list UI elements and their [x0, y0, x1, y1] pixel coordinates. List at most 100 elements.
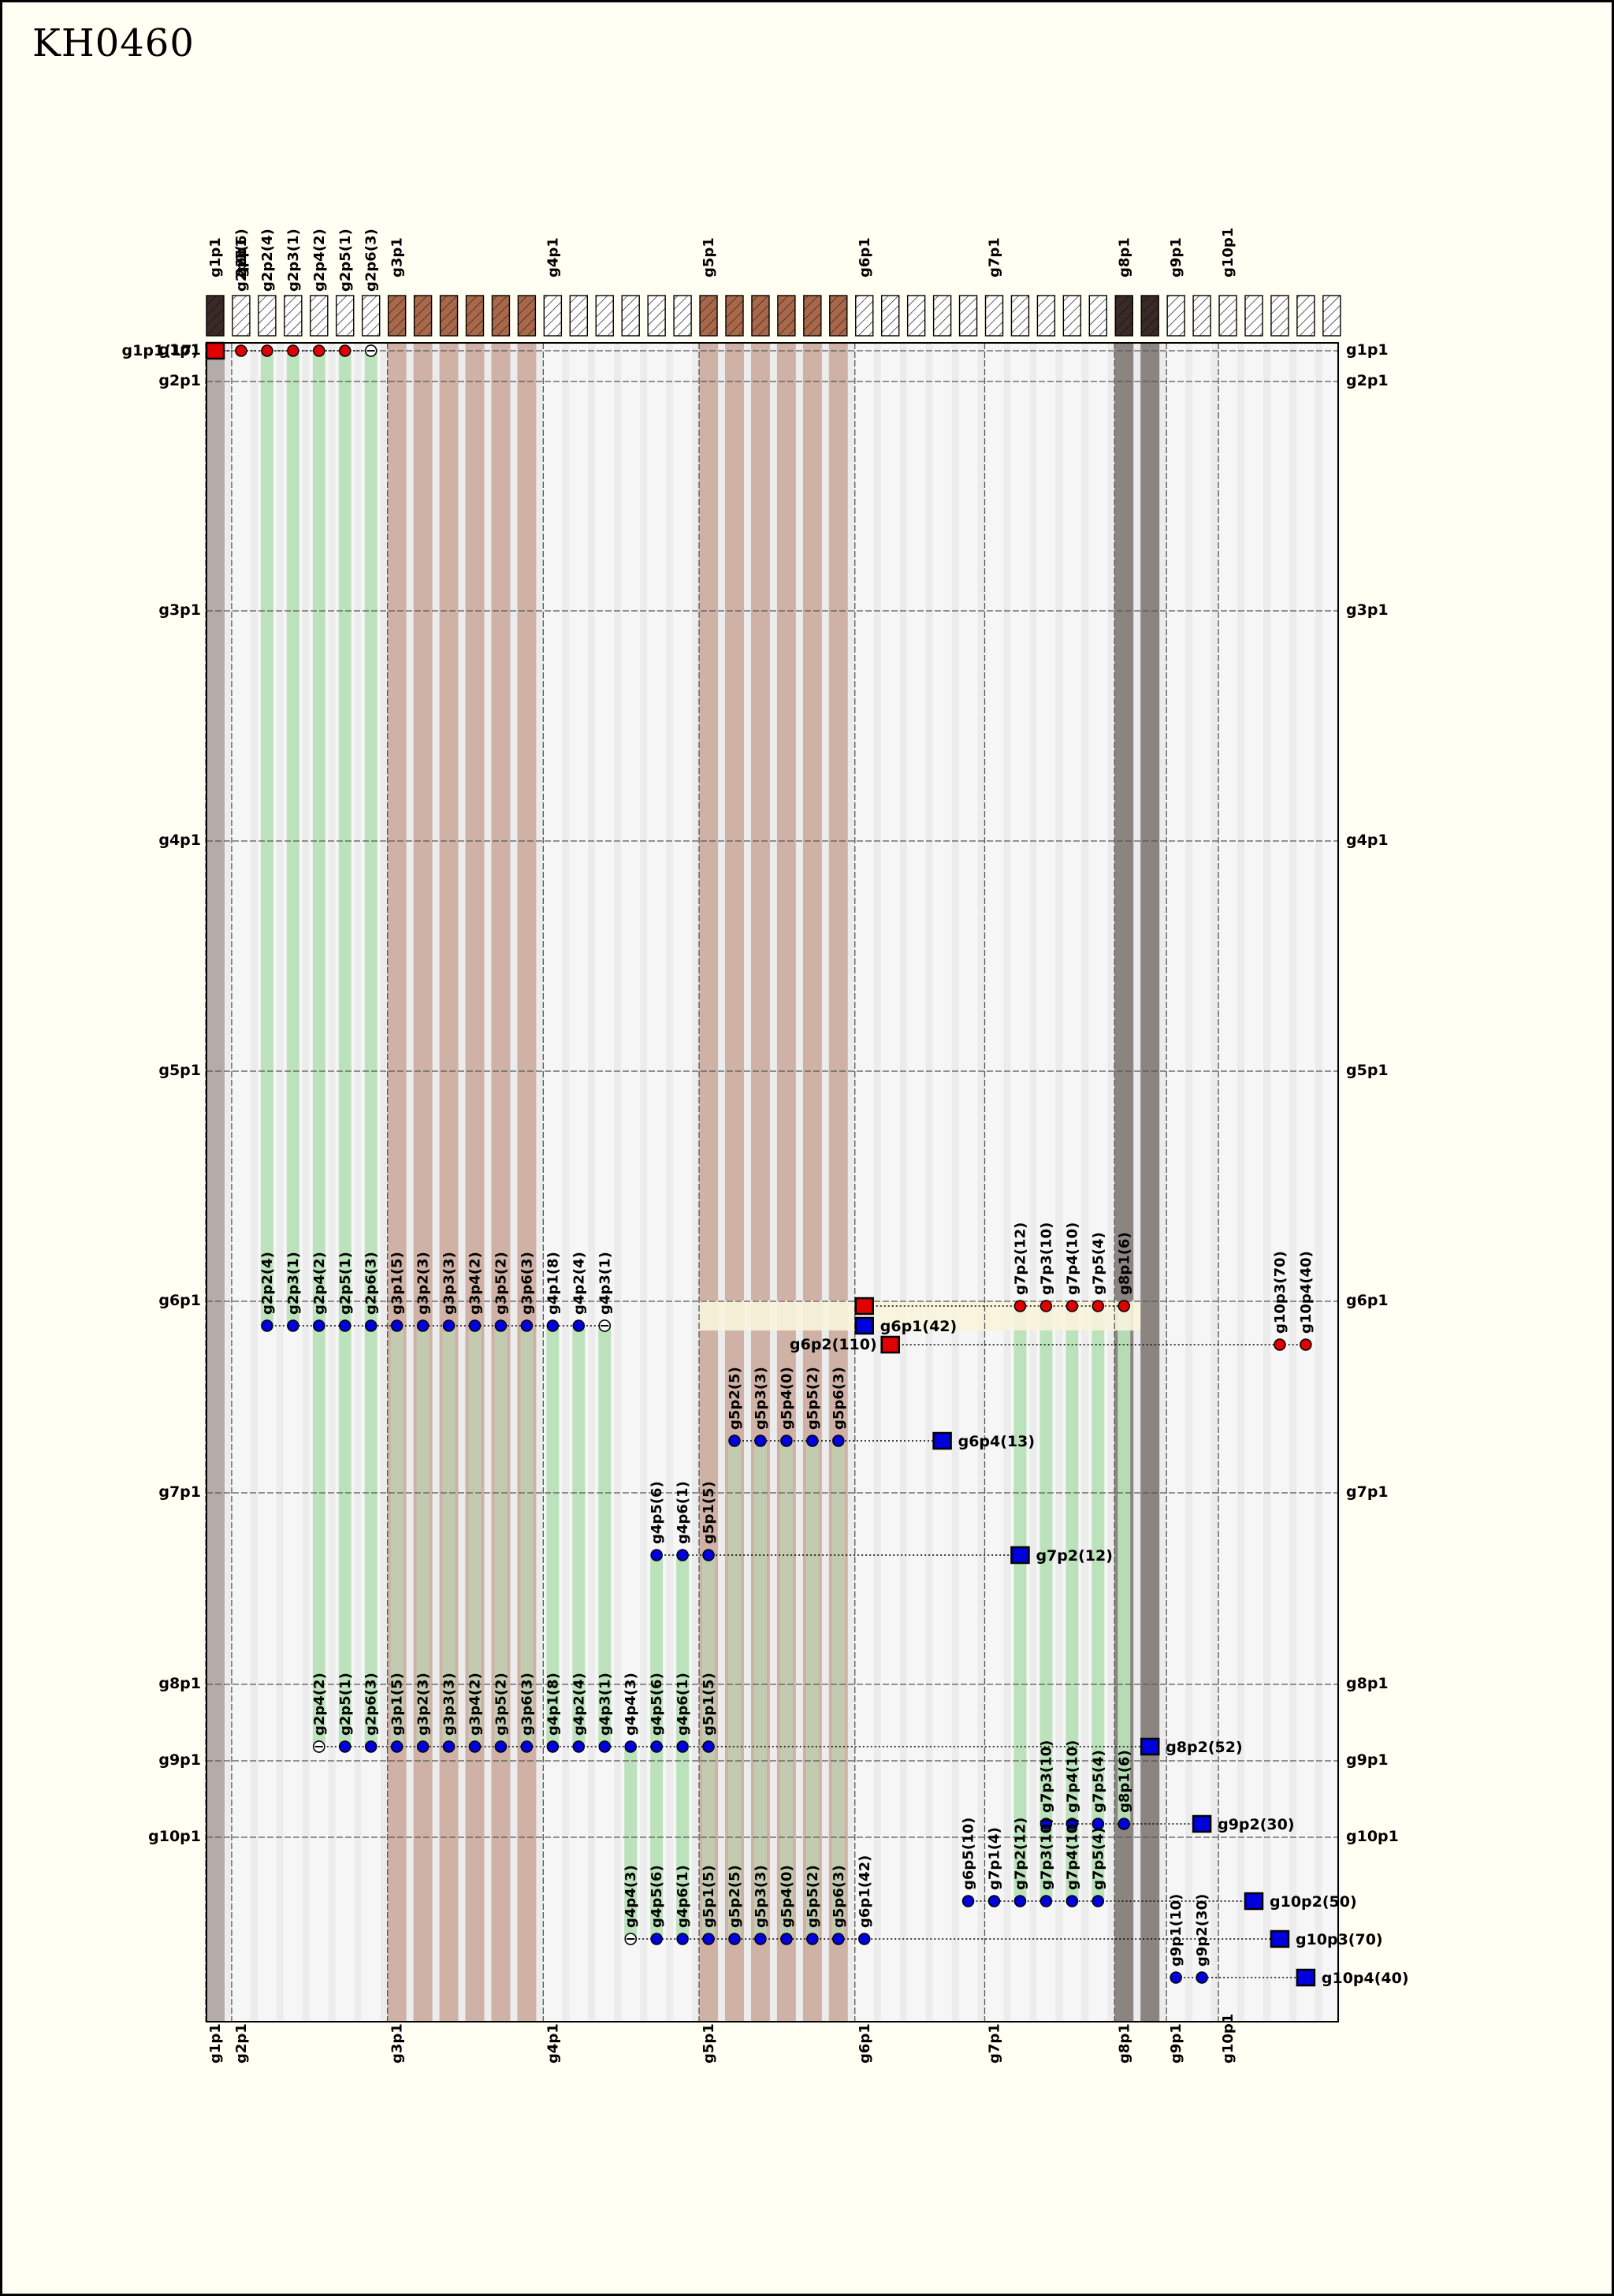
row-label-right: g3p1: [1346, 601, 1389, 619]
header-hatch: [933, 296, 951, 336]
header-hatch: [1141, 296, 1159, 336]
header-hatch: [829, 296, 847, 336]
contact-label: g7p2(12): [1012, 1818, 1028, 1890]
row-label-left: g9p1: [158, 1751, 201, 1769]
column-label-top: g10p1: [1220, 228, 1237, 277]
column-label-top: g5p1: [701, 237, 717, 277]
column-band: [1244, 343, 1263, 2022]
contact-dot: [546, 1740, 560, 1753]
contact-dot: [1274, 1338, 1286, 1351]
contact-dot: [339, 344, 351, 357]
column-band: [854, 343, 874, 2022]
contact-label: g5p1(5): [701, 1865, 717, 1928]
row-label-left: g8p1: [158, 1675, 201, 1692]
contact-dot: [494, 1740, 508, 1753]
contact-dot: [650, 1740, 663, 1753]
column-label-top: g6p1: [857, 237, 873, 277]
contact-dot: [1039, 1818, 1053, 1830]
contact-dot: [235, 344, 247, 357]
contact-dot: [261, 1319, 273, 1332]
header-hatch: [1037, 296, 1055, 336]
column-label-top: g2p1(6): [233, 229, 250, 292]
header-hatch: [751, 296, 769, 336]
contact-label: g7p5(4): [1090, 1827, 1106, 1890]
contact-band: [442, 1326, 456, 1747]
contact-dot: [624, 1740, 637, 1753]
header-hatch: [777, 296, 795, 336]
contact-label: g5p5(2): [805, 1865, 821, 1928]
header-hatch: [622, 296, 640, 336]
contact-dot: [442, 1740, 456, 1753]
contact-band: [364, 353, 377, 1747]
column-label-bottom: g9p1: [1168, 2023, 1184, 2063]
column-label-bottom: g4p1: [545, 2023, 561, 2063]
marker-square: [1270, 1929, 1290, 1948]
column-band: [465, 343, 485, 2022]
contact-band: [831, 1441, 845, 1939]
row-label-right: g4p1: [1346, 832, 1389, 849]
contact-label: g10p3(70): [1272, 1251, 1289, 1334]
column-label-bottom: g3p1: [389, 2023, 406, 2063]
header-hatch: [881, 296, 899, 336]
contact-band: [520, 1326, 534, 1747]
contact-band: [805, 1441, 819, 1939]
contact-label: g4p6(1): [675, 1865, 691, 1928]
contact-label: g3p4(2): [467, 1252, 484, 1315]
contact-label: g4p4(3): [623, 1673, 639, 1736]
column-label-top: g7p1: [987, 237, 1003, 277]
row-label-left: g5p1: [158, 1062, 201, 1079]
contact-label: g7p3(10): [1038, 1818, 1054, 1890]
contact-dot: [1065, 1300, 1079, 1312]
contact-dot: [961, 1895, 975, 1907]
contact-band: [416, 1326, 430, 1747]
contact-dot: [468, 1740, 482, 1753]
contact-label: g8p1(6): [1116, 1232, 1132, 1295]
contact-label: g3p1(5): [389, 1673, 406, 1736]
marker-square: [1140, 1737, 1160, 1756]
contact-band: [1065, 1307, 1079, 1901]
contact-dot: [364, 1319, 377, 1332]
contact-label: g5p2(5): [727, 1865, 743, 1928]
contact-band: [1039, 1307, 1053, 1901]
contact-label: g6p5(10): [961, 1818, 977, 1890]
header-hatch: [1296, 296, 1315, 336]
column-band: [387, 343, 407, 2022]
header-hatch: [700, 296, 718, 336]
column-band: [439, 343, 459, 2022]
row-label-left: g2p1: [158, 372, 201, 389]
row-label-left: g1p1: [158, 341, 201, 359]
column-label-top: g9p1: [1168, 237, 1184, 277]
header-hatch: [466, 296, 484, 336]
contact-dot: [832, 1435, 845, 1447]
row-label-right: g7p1: [1346, 1483, 1389, 1501]
contact-band: [1118, 1307, 1131, 1824]
marker-square: [854, 1297, 874, 1315]
contact-dot: [1065, 1818, 1079, 1830]
contact-label: g7p5(4): [1090, 1232, 1106, 1295]
contact-dot: [754, 1435, 767, 1447]
contact-dot: [313, 1319, 325, 1332]
column-label-top: g2p3(1): [285, 229, 302, 292]
contact-dot: [1118, 1818, 1130, 1830]
contact-dot: [546, 1319, 560, 1332]
contact-dot: [1013, 1895, 1027, 1907]
column-band: [1270, 343, 1289, 2022]
row-label-left: g3p1: [158, 601, 201, 619]
contact-label: g5p6(3): [831, 1367, 847, 1430]
contact-dot: [313, 344, 325, 357]
header-hatch: [414, 296, 432, 336]
contact-dot: [650, 1933, 663, 1945]
header-hatch: [1011, 296, 1029, 336]
grid-border: [206, 342, 1339, 2022]
row-label-left: g6p1: [158, 1292, 201, 1309]
contact-label: g4p2(4): [571, 1673, 587, 1736]
contact-label: g7p1(4): [987, 1827, 1003, 1890]
column-band: [1218, 343, 1238, 2022]
contact-label: g3p5(2): [493, 1252, 509, 1315]
column-band: [491, 343, 511, 2022]
contact-label: g2p5(1): [337, 1673, 354, 1736]
column-label-top: g2p5(1): [337, 229, 354, 292]
contact-label: g2p6(3): [363, 1252, 380, 1315]
contact-dot: [1039, 1300, 1053, 1312]
contact-dot: [1196, 1971, 1208, 1984]
